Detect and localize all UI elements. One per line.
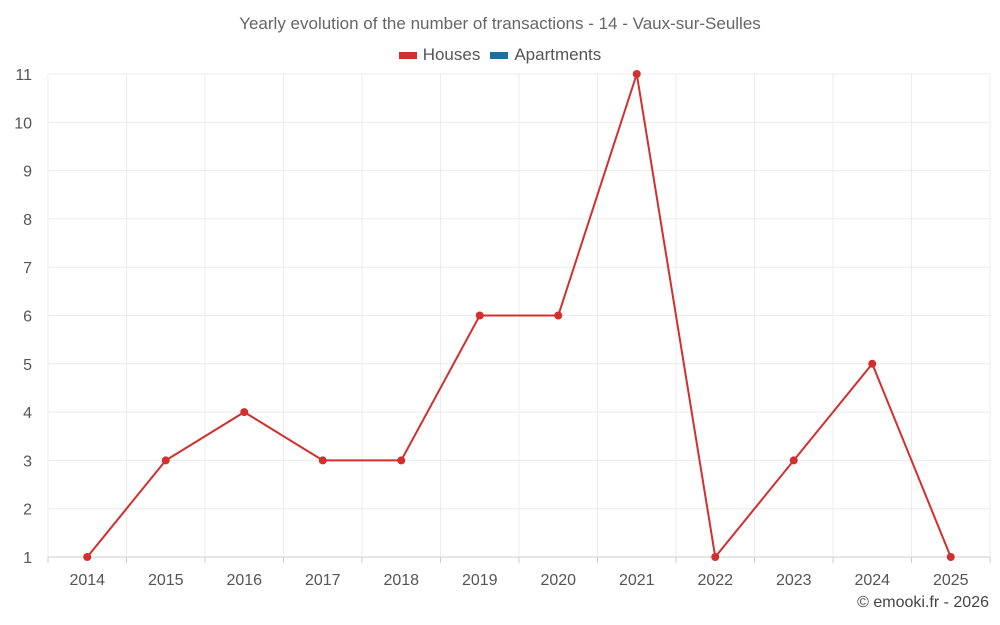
data-point-houses[interactable] [318, 456, 327, 465]
data-point-houses[interactable] [632, 70, 641, 78]
x-tick-label: 2021 [619, 572, 655, 589]
legend-swatch-apartments [490, 51, 509, 59]
y-tick-label: 8 [23, 212, 32, 229]
data-point-houses[interactable] [161, 456, 170, 465]
x-tick-label: 2022 [697, 572, 733, 589]
y-tick-label: 4 [23, 405, 32, 422]
data-point-houses[interactable] [711, 553, 720, 561]
x-tick-label: 2023 [776, 572, 812, 589]
data-point-houses[interactable] [554, 311, 563, 320]
y-tick-label: 5 [23, 357, 32, 374]
y-tick-label: 11 [15, 67, 32, 84]
x-tick-label: 2019 [462, 572, 498, 589]
series-line-houses [86, 73, 952, 560]
legend-item-apartments[interactable]: Apartments [490, 45, 601, 65]
x-tick-label: 2014 [69, 572, 105, 589]
y-tick-label: 10 [14, 115, 32, 132]
y-tick-label: 6 [23, 309, 32, 326]
data-point-houses[interactable] [868, 359, 877, 368]
grid [47, 73, 991, 563]
data-point-houses[interactable] [83, 553, 92, 561]
y-tick-label: 9 [23, 164, 32, 181]
y-tick-label: 7 [23, 260, 32, 277]
legend: Houses Apartments [0, 45, 1000, 65]
y-tick-label: 2 [23, 502, 32, 519]
x-tick-label: 2024 [854, 572, 890, 589]
data-point-houses[interactable] [946, 553, 955, 561]
y-tick-label: 1 [23, 550, 32, 567]
data-point-houses[interactable] [475, 311, 484, 320]
y-axis-ticks: 1 2 3 4 5 6 7 8 9 10 11 [14, 67, 32, 567]
x-tick-label: 2018 [383, 572, 419, 589]
series-group [83, 70, 955, 561]
x-tick-label: 2025 [933, 572, 969, 589]
credit-text: © emooki.fr - 2026 [857, 594, 989, 611]
data-point-houses[interactable] [240, 408, 249, 417]
legend-item-houses[interactable]: Houses [398, 45, 481, 65]
data-point-houses[interactable] [397, 456, 406, 465]
x-axis-ticks: 2014 2015 2016 2017 2018 2019 2020 2021 2022 2023… [69, 572, 968, 589]
x-tick-label: 2020 [540, 572, 576, 589]
legend-label-houses: Houses [422, 45, 481, 64]
data-point-houses[interactable] [789, 456, 798, 465]
legend-label-apartments: Apartments [514, 45, 602, 64]
x-tick-label: 2016 [226, 572, 262, 589]
legend-swatch-houses [398, 51, 417, 59]
x-tick-label: 2015 [148, 572, 184, 589]
x-tick-label: 2017 [305, 572, 341, 589]
y-tick-label: 3 [23, 453, 32, 470]
chart-title: Yearly evolution of the number of transa… [239, 14, 761, 33]
